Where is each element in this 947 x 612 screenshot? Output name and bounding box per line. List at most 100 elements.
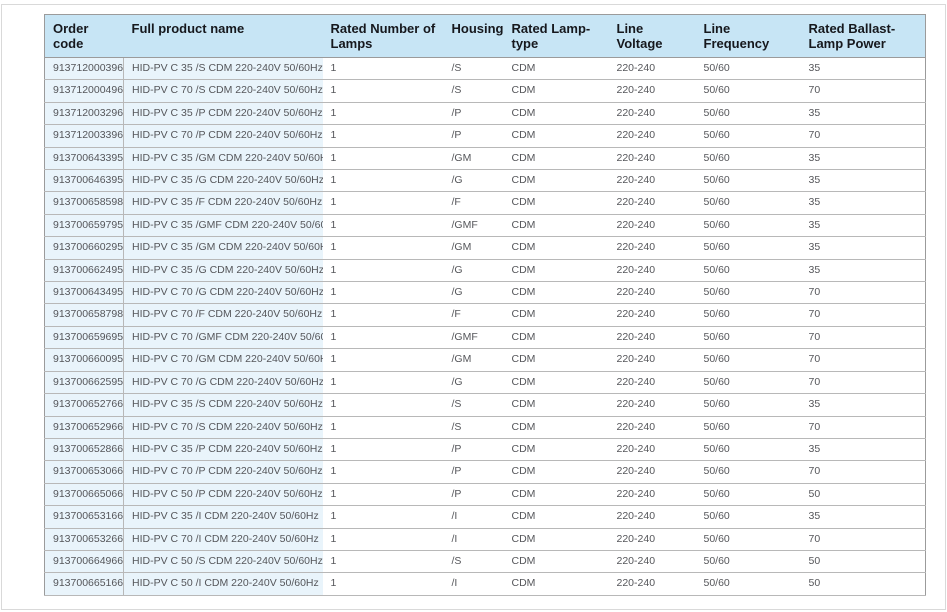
- frequency-cell: 50/60: [695, 102, 801, 126]
- frequency-cell: 50/60: [695, 438, 801, 462]
- table-row: 913700653066 HID-PV C 70 /P CDM 220-240V …: [44, 460, 926, 484]
- product_name-cell: HID-PV C 50 /S CDM 220-240V 50/60Hz: [123, 550, 323, 574]
- frequency-cell: 50/60: [695, 505, 801, 529]
- housing-cell: /G: [443, 259, 504, 283]
- lamp_type-cell: CDM: [503, 416, 609, 439]
- table-row: 913700662595 HID-PV C 70 /G CDM 220-240V …: [44, 371, 926, 395]
- power-cell: 70: [800, 528, 926, 551]
- lamp_type-cell: CDM: [503, 102, 609, 126]
- frequency-cell: 50/60: [695, 528, 801, 551]
- housing-cell: /G: [443, 169, 504, 193]
- voltage-cell: 220-240: [608, 438, 696, 462]
- housing-cell: /F: [443, 303, 504, 327]
- product_name-cell: HID-PV C 35 /P CDM 220-240V 50/60Hz: [123, 438, 323, 462]
- table-row: 913700659695 HID-PV C 70 /GMF CDM 220-240…: [44, 326, 926, 350]
- voltage-cell: 220-240: [608, 326, 696, 350]
- lamps-cell: 1: [322, 528, 444, 551]
- lamps-cell: 1: [322, 57, 444, 81]
- product_name-cell: HID-PV C 70 /S CDM 220-240V 50/60Hz: [123, 79, 323, 103]
- column-header-power: Rated Ballast-Lamp Power: [800, 14, 926, 58]
- table-row: 913700653266 HID-PV C 70 /I CDM 220-240V …: [44, 528, 926, 551]
- power-cell: 50: [800, 483, 926, 507]
- order_code-cell: 913712000396: [44, 57, 124, 81]
- lamp_type-cell: CDM: [503, 57, 609, 81]
- voltage-cell: 220-240: [608, 416, 696, 439]
- table-row: 913700652966 HID-PV C 70 /S CDM 220-240V …: [44, 416, 926, 439]
- frequency-cell: 50/60: [695, 416, 801, 439]
- frequency-cell: 50/60: [695, 147, 801, 171]
- voltage-cell: 220-240: [608, 214, 696, 238]
- product_name-cell: HID-PV C 35 /G CDM 220-240V 50/60Hz: [123, 169, 323, 193]
- housing-cell: /P: [443, 102, 504, 126]
- voltage-cell: 220-240: [608, 505, 696, 529]
- lamp_type-cell: CDM: [503, 438, 609, 462]
- table-row: 913700662495 HID-PV C 35 /G CDM 220-240V …: [44, 259, 926, 283]
- order_code-cell: 913700662495: [44, 259, 124, 283]
- housing-cell: /F: [443, 191, 504, 215]
- lamp_type-cell: CDM: [503, 214, 609, 238]
- table-row: 913700660295 HID-PV C 35 /GM CDM 220-240V…: [44, 236, 926, 260]
- column-header-frequency: Line Frequency: [695, 14, 801, 58]
- power-cell: 70: [800, 460, 926, 484]
- housing-cell: /GM: [443, 348, 504, 372]
- lamp_type-cell: CDM: [503, 505, 609, 529]
- lamps-cell: 1: [322, 281, 444, 305]
- order_code-cell: 913700665066: [44, 483, 124, 507]
- product-table-container: Order code Full product name Rated Number …: [44, 14, 926, 596]
- lamps-cell: 1: [322, 147, 444, 171]
- product_name-cell: HID-PV C 50 /P CDM 220-240V 50/60Hz: [123, 483, 323, 507]
- lamps-cell: 1: [322, 505, 444, 529]
- voltage-cell: 220-240: [608, 147, 696, 171]
- lamp_type-cell: CDM: [503, 348, 609, 372]
- frequency-cell: 50/60: [695, 236, 801, 260]
- power-cell: 35: [800, 102, 926, 126]
- order_code-cell: 913700643495: [44, 281, 124, 305]
- housing-cell: /I: [443, 505, 504, 529]
- product_name-cell: HID-PV C 70 /P CDM 220-240V 50/60Hz: [123, 124, 323, 148]
- lamp_type-cell: CDM: [503, 572, 609, 596]
- table-row: 913712000396 HID-PV C 35 /S CDM 220-240V …: [44, 57, 926, 81]
- table-row: 913700652766 HID-PV C 35 /S CDM 220-240V …: [44, 393, 926, 417]
- voltage-cell: 220-240: [608, 191, 696, 215]
- order_code-cell: 913700659795: [44, 214, 124, 238]
- housing-cell: /S: [443, 393, 504, 417]
- product-table: Order code Full product name Rated Number …: [44, 14, 926, 596]
- column-header-housing: Housing: [443, 14, 504, 58]
- lamps-cell: 1: [322, 550, 444, 574]
- power-cell: 70: [800, 303, 926, 327]
- frequency-cell: 50/60: [695, 191, 801, 215]
- product_name-cell: HID-PV C 35 /S CDM 220-240V 50/60Hz: [123, 57, 323, 81]
- housing-cell: /GMF: [443, 326, 504, 350]
- frequency-cell: 50/60: [695, 214, 801, 238]
- product_name-cell: HID-PV C 70 /G CDM 220-240V 50/60Hz: [123, 371, 323, 395]
- product_name-cell: HID-PV C 70 /G CDM 220-240V 50/60Hz: [123, 281, 323, 305]
- order_code-cell: 913700646395: [44, 169, 124, 193]
- order_code-cell: 913700660095: [44, 348, 124, 372]
- frequency-cell: 50/60: [695, 572, 801, 596]
- order_code-cell: 913700664966: [44, 550, 124, 574]
- lamp_type-cell: CDM: [503, 124, 609, 148]
- power-cell: 70: [800, 416, 926, 439]
- lamps-cell: 1: [322, 483, 444, 507]
- lamps-cell: 1: [322, 214, 444, 238]
- order_code-cell: 913700653066: [44, 460, 124, 484]
- table-row: 913700659795 HID-PV C 35 /GMF CDM 220-240…: [44, 214, 926, 238]
- housing-cell: /S: [443, 79, 504, 103]
- power-cell: 70: [800, 79, 926, 103]
- column-header-lamps: Rated Number of Lamps: [322, 14, 444, 58]
- column-header-voltage: Line Voltage: [608, 14, 696, 58]
- power-cell: 70: [800, 281, 926, 305]
- power-cell: 35: [800, 169, 926, 193]
- lamps-cell: 1: [322, 191, 444, 215]
- lamp_type-cell: CDM: [503, 236, 609, 260]
- voltage-cell: 220-240: [608, 528, 696, 551]
- housing-cell: /G: [443, 371, 504, 395]
- order_code-cell: 913700659695: [44, 326, 124, 350]
- lamps-cell: 1: [322, 326, 444, 350]
- housing-cell: /I: [443, 572, 504, 596]
- lamp_type-cell: CDM: [503, 528, 609, 551]
- voltage-cell: 220-240: [608, 102, 696, 126]
- frequency-cell: 50/60: [695, 483, 801, 507]
- lamps-cell: 1: [322, 169, 444, 193]
- lamps-cell: 1: [322, 393, 444, 417]
